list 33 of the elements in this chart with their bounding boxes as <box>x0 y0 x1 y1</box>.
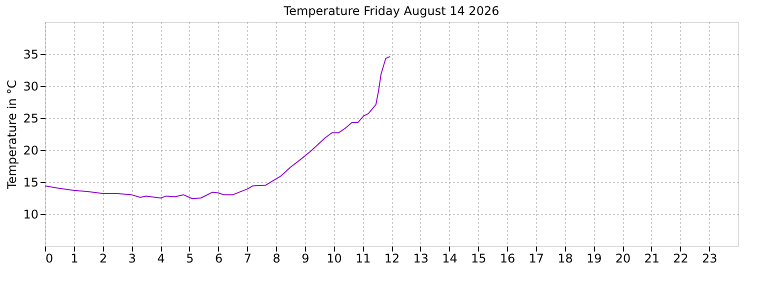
y-tick-label: 35 <box>23 48 38 62</box>
x-tick-label: 20 <box>615 252 631 266</box>
y-tick-label: 25 <box>23 112 38 126</box>
x-tick-label: 2 <box>99 252 108 266</box>
x-tick-label: 7 <box>244 252 252 266</box>
x-tick-label: 22 <box>673 252 688 266</box>
y-tick-label: 30 <box>23 80 38 94</box>
x-tick-label: 12 <box>384 252 400 266</box>
x-tick-label: 9 <box>302 252 310 266</box>
x-tick-label: 18 <box>558 252 573 266</box>
x-tick-label: 1 <box>70 252 78 266</box>
x-tick-label: 6 <box>214 252 223 266</box>
x-tick-label: 21 <box>644 252 660 266</box>
x-tick-label: 8 <box>272 252 280 266</box>
x-tick-label: 10 <box>326 252 342 266</box>
y-tick-label: 20 <box>23 144 38 158</box>
line-series <box>45 56 391 200</box>
x-tick-label: 15 <box>470 252 486 266</box>
x-tick-label: 13 <box>413 252 429 266</box>
x-tick-label: 0 <box>46 252 54 266</box>
x-tick-label: 3 <box>128 252 136 266</box>
y-tick-label: 15 <box>23 176 38 190</box>
x-tick-label: 23 <box>702 252 718 266</box>
chart-title: Temperature Friday August 14 2026 <box>282 4 500 18</box>
x-tick-label: 14 <box>442 252 458 266</box>
x-tick-label: 5 <box>186 252 194 266</box>
y-axis-title: Temperature in °C <box>5 80 20 190</box>
x-tick-label: 17 <box>528 252 544 266</box>
x-tick-label: 11 <box>355 252 371 266</box>
x-tick-label: 19 <box>586 252 602 266</box>
y-tick-label: 10 <box>23 208 38 222</box>
x-tick-label: 16 <box>500 252 516 266</box>
x-tick-label: 4 <box>157 252 165 266</box>
